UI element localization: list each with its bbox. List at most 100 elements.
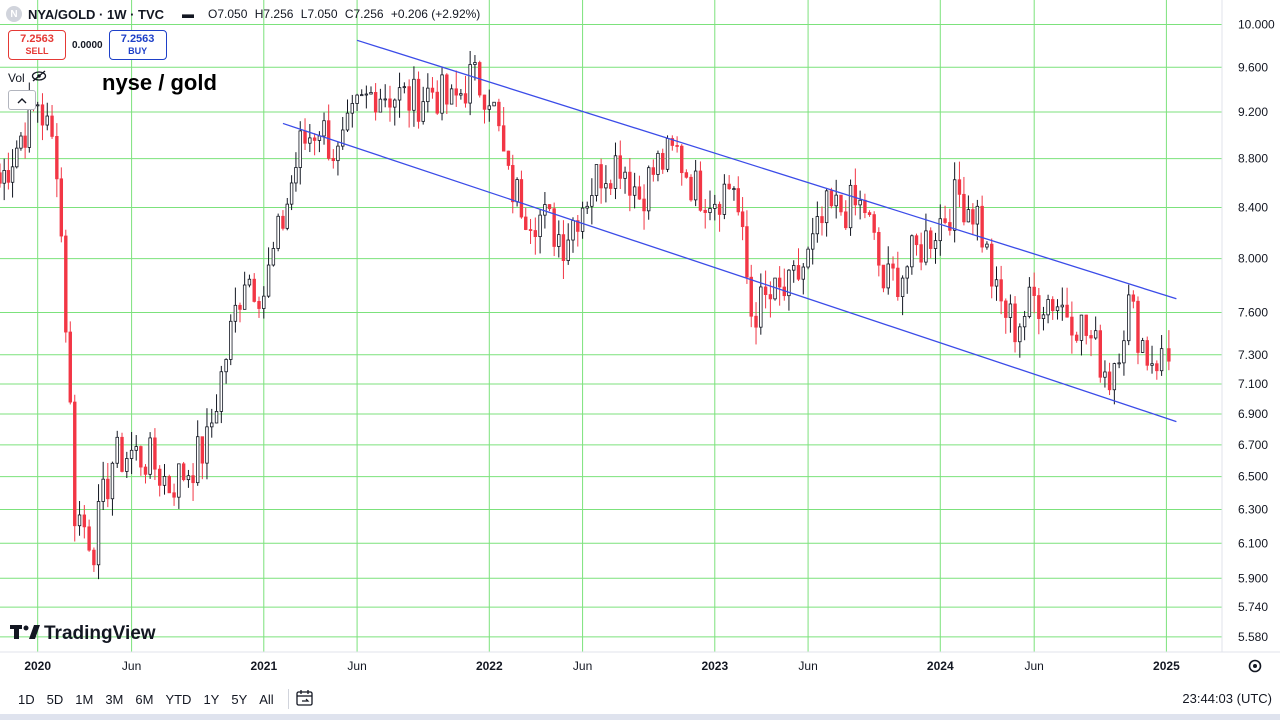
candle-body — [642, 198, 646, 212]
candle-body — [210, 422, 214, 428]
y-tick-label: 5.740 — [1238, 600, 1268, 614]
candle-body — [952, 179, 957, 231]
candle-body — [294, 167, 298, 184]
candle-body — [454, 88, 458, 96]
open-value: O7.050 — [208, 7, 248, 21]
candle-body — [298, 130, 302, 168]
tradingview-logo[interactable]: TradingView — [10, 623, 156, 645]
candle-body — [1018, 326, 1022, 343]
candle-body — [515, 179, 519, 203]
chart-caption: nyse / gold — [102, 70, 217, 95]
candle-body — [55, 136, 59, 180]
candle-body — [1093, 330, 1098, 339]
x-tick-label: 2023 — [701, 659, 728, 673]
candle-body — [585, 205, 589, 209]
candle-body — [1022, 316, 1027, 328]
candle-body — [92, 549, 96, 566]
candle-body — [416, 78, 421, 122]
candle-body — [613, 155, 618, 189]
candle-body — [50, 115, 54, 137]
candle-body — [388, 98, 392, 108]
candle-body — [708, 208, 712, 213]
utc-clock[interactable]: 23:44:03 (UTC) — [1182, 691, 1272, 706]
channel-line-upper — [356, 39, 1177, 300]
candle-body — [1070, 316, 1074, 336]
range-button-all[interactable]: All — [259, 691, 274, 707]
candle-body — [713, 203, 717, 209]
y-tick-label: 6.300 — [1238, 502, 1268, 516]
toolbar-divider — [287, 689, 289, 709]
range-button-5y[interactable]: 5Y — [231, 691, 248, 707]
symbol-title[interactable]: NYA/GOLD · 1W · TVC — [28, 6, 165, 22]
candle-body — [350, 103, 354, 114]
candle-body — [511, 165, 515, 203]
candle-body — [1145, 340, 1149, 366]
candle-body — [722, 183, 727, 215]
candle-body — [1150, 363, 1154, 366]
y-tick-label: 9.600 — [1238, 60, 1268, 74]
y-tick-label: 8.400 — [1238, 200, 1268, 214]
volume-label: Vol — [8, 70, 25, 85]
y-tick-label: 6.700 — [1238, 438, 1268, 452]
candle-body — [1136, 300, 1140, 353]
calendar-range-icon[interactable] — [295, 689, 315, 710]
gear-icon[interactable] — [1248, 659, 1262, 678]
y-tick-label: 5.580 — [1238, 630, 1268, 644]
candle-body — [1055, 306, 1060, 312]
candle-body — [162, 476, 167, 486]
candle-body — [0, 172, 2, 184]
candle-body — [23, 135, 27, 148]
candle-body — [106, 478, 110, 500]
buy-button[interactable]: 7.2563 BUY — [108, 30, 167, 60]
candle-body — [158, 468, 162, 486]
candle-body — [195, 436, 200, 484]
range-button-1m[interactable]: 1M — [75, 691, 94, 707]
candle-body — [167, 476, 171, 494]
candle-body — [811, 233, 815, 250]
candle-body — [73, 401, 77, 527]
candle-body — [1167, 348, 1171, 362]
candle-body — [482, 94, 487, 110]
candle-body — [919, 244, 923, 263]
candle-body — [125, 458, 129, 472]
close-value: C7.256 — [344, 7, 384, 21]
candle-body — [777, 277, 782, 288]
candle-body — [1131, 294, 1136, 302]
range-button-1y[interactable]: 1Y — [203, 691, 220, 707]
candle-body — [1159, 348, 1164, 372]
candle-body — [881, 264, 886, 289]
sell-button[interactable]: 7.2563 SELL — [8, 30, 66, 60]
range-button-1d[interactable]: 1D — [18, 691, 35, 707]
candle-body — [519, 179, 524, 218]
candle-body — [1079, 314, 1084, 341]
collapse-button[interactable] — [8, 90, 36, 110]
y-tick-label: 9.200 — [1238, 105, 1268, 119]
candle-body — [599, 164, 603, 189]
candle-body — [355, 94, 359, 104]
buy-price: 7.2563 — [120, 33, 155, 45]
range-button-3m[interactable]: 3M — [105, 691, 124, 707]
candle-body — [680, 145, 684, 174]
candle-body — [693, 170, 698, 201]
candle-body — [402, 86, 407, 89]
candle-body — [656, 152, 660, 175]
candle-body — [759, 286, 763, 328]
candle-body — [214, 410, 219, 424]
candle-body — [459, 93, 463, 96]
range-button-6m[interactable]: 6M — [135, 691, 154, 707]
eye-off-icon[interactable] — [31, 70, 47, 85]
range-button-ytd[interactable]: YTD — [165, 691, 192, 707]
candle-body — [312, 137, 317, 141]
candle-body — [1004, 300, 1008, 318]
candle-body — [801, 266, 805, 280]
candle-body — [651, 167, 656, 175]
candle-body — [623, 171, 627, 179]
candle-body — [929, 230, 933, 249]
candle-body — [994, 279, 999, 287]
candle-body — [473, 62, 477, 65]
range-button-5d[interactable]: 5D — [46, 691, 64, 707]
candle-body — [322, 120, 326, 137]
candle-body — [1084, 314, 1088, 336]
candle-body — [501, 125, 506, 152]
